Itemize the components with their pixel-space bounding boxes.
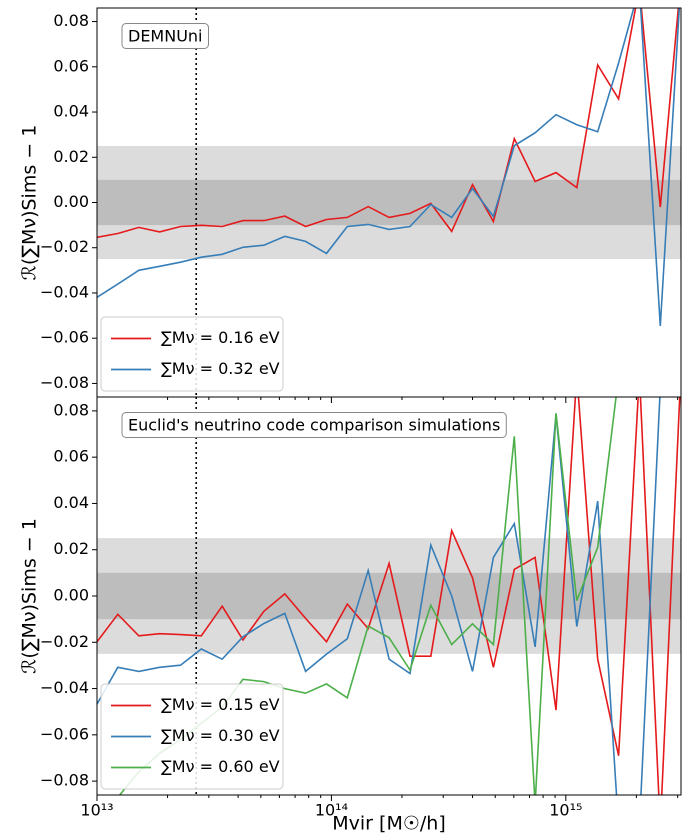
y-tick-label: −0.02 xyxy=(40,632,89,651)
y-tick-label: 0.00 xyxy=(53,586,89,605)
y-axis-label: ℛ(∑Mν)Sims − 1 xyxy=(19,125,41,281)
legend-box xyxy=(100,316,284,392)
legend-label: ∑Mν = 0.60 eV xyxy=(161,757,280,776)
y-tick-label: 0.04 xyxy=(53,493,89,512)
y-tick-label: 0.02 xyxy=(53,147,89,166)
legend-label: ∑Mν = 0.30 eV xyxy=(161,726,280,745)
panel-label: DEMNUni xyxy=(128,27,203,46)
y-tick-label: 0.08 xyxy=(53,11,89,30)
panel-label-box xyxy=(121,23,209,49)
panel-label: Euclid's neutrino code comparison simula… xyxy=(128,416,500,435)
band xyxy=(97,179,681,226)
series-line xyxy=(97,8,681,327)
x-tick-label: 10¹⁵ xyxy=(549,801,582,820)
y-tick-label: 0.06 xyxy=(53,56,89,75)
x-tick-label: 10¹⁴ xyxy=(315,801,348,820)
y-axis-label: ℛ(∑Mν)Sims − 1 xyxy=(19,518,41,674)
y-tick-label: 0.06 xyxy=(53,447,89,466)
legend-label: ∑Mν = 0.16 eV xyxy=(161,328,280,347)
y-tick-label: −0.06 xyxy=(40,328,89,347)
legend-label: ∑Mν = 0.32 eV xyxy=(161,359,280,378)
y-tick-label: 0.02 xyxy=(53,539,89,558)
y-tick-label: −0.02 xyxy=(40,237,89,256)
legend-label: ∑Mν = 0.15 eV xyxy=(161,695,280,714)
y-tick-label: −0.04 xyxy=(40,678,89,697)
x-axis-label: Mvir [M☉/h] xyxy=(332,813,445,835)
plot-area xyxy=(97,397,681,795)
legend-box xyxy=(100,683,284,790)
y-tick-label: −0.08 xyxy=(40,771,89,790)
y-tick-label: −0.08 xyxy=(40,373,89,392)
y-tick-label: 0.08 xyxy=(53,400,89,419)
panel-label-box xyxy=(121,412,507,438)
y-tick-label: −0.06 xyxy=(40,724,89,743)
y-tick-label: 0.04 xyxy=(53,102,89,121)
y-tick-label: 0.00 xyxy=(53,192,89,211)
x-tick-label: 10¹³ xyxy=(80,801,113,820)
plot-area xyxy=(97,8,681,397)
series-line xyxy=(97,8,680,239)
series-line xyxy=(97,397,681,795)
y-tick-label: −0.04 xyxy=(40,282,89,301)
